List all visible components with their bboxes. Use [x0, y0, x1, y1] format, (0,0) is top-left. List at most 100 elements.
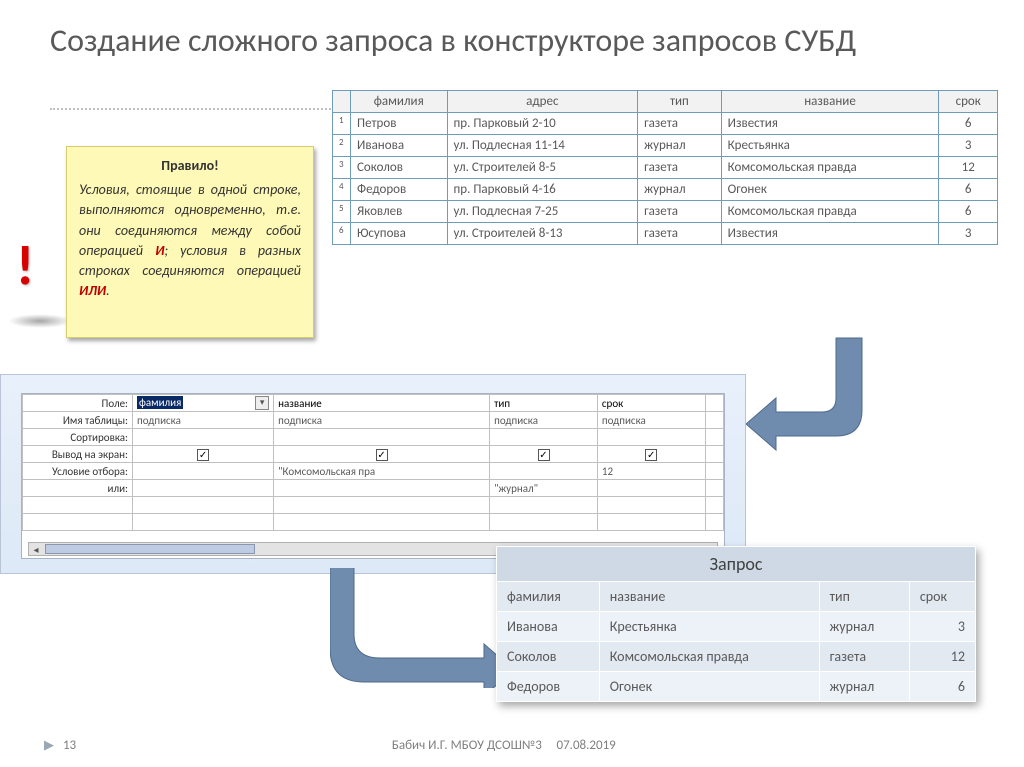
- row-number: 1: [333, 113, 351, 135]
- table-row: 4Федоровпр. Парковый 4-16журналОгонек6: [333, 179, 998, 201]
- col-head: фамилия: [351, 91, 448, 113]
- or-word: ИЛИ: [79, 282, 106, 299]
- cell: ул. Строителей 8-5: [447, 157, 638, 179]
- qb-or[interactable]: [274, 480, 490, 497]
- table-row: 3Соколовул. Строителей 8-5газетаКомсомол…: [333, 157, 998, 179]
- cell: ул. Строителей 8-13: [447, 223, 638, 245]
- qb-criteria[interactable]: [133, 463, 274, 480]
- qb-criteria[interactable]: [490, 463, 598, 480]
- checkbox-show[interactable]: [538, 449, 550, 461]
- cell: ул. Подлесная 11-14: [447, 135, 638, 157]
- and-word: И: [155, 242, 164, 259]
- qb-label-table: Имя таблицы:: [23, 412, 133, 429]
- checkbox-show[interactable]: [645, 449, 657, 461]
- cell: Известия: [721, 223, 939, 245]
- qb-field[interactable]: название: [274, 395, 490, 412]
- cell: журнал: [638, 135, 722, 157]
- arrow-icon: [746, 332, 876, 452]
- cell: 6: [939, 179, 998, 201]
- cell: пр. Парковый 4-16: [447, 179, 638, 201]
- query-builder-panel: Поле: фамилия ▾ название тип срок Имя таб…: [0, 374, 746, 574]
- table-row: ИвановаКрестьянкажурнал3: [497, 612, 976, 642]
- table-row: 1Петровпр. Парковый 2-10газетаИзвестия6: [333, 113, 998, 135]
- cell: Иванова: [497, 612, 600, 642]
- query-grid: Поле: фамилия ▾ название тип срок Имя таб…: [21, 393, 725, 559]
- qb-field: фамилия: [137, 396, 183, 409]
- table-row: ФедоровОгонекжурнал6: [497, 672, 976, 702]
- qb-label-field: Поле:: [23, 395, 133, 412]
- cell: Огонек: [599, 672, 819, 702]
- qb-label-sort: Сортировка:: [23, 429, 133, 446]
- arrow-icon: [330, 568, 500, 688]
- col-head: название: [599, 582, 819, 612]
- cell: Соколов: [351, 157, 448, 179]
- cell: журнал: [819, 612, 909, 642]
- shadow: [8, 314, 72, 328]
- cell: Комсомольская правда: [721, 157, 939, 179]
- row-number: 5: [333, 201, 351, 223]
- qb-tablename[interactable]: подписка: [597, 412, 705, 429]
- chevron-down-icon[interactable]: ▾: [255, 396, 269, 410]
- cell: ул. Подлесная 7-25: [447, 201, 638, 223]
- cell: Федоров: [497, 672, 600, 702]
- col-head: тип: [638, 91, 722, 113]
- qb-tablename[interactable]: подписка: [133, 412, 274, 429]
- row-number: 6: [333, 223, 351, 245]
- qb-empty: [705, 395, 723, 412]
- cell: 6: [939, 113, 998, 135]
- cell: Иванова: [351, 135, 448, 157]
- row-number: 2: [333, 135, 351, 157]
- qb-label-criteria: Условие отбора:: [23, 463, 133, 480]
- cell: Огонек: [721, 179, 939, 201]
- cell: Юсупова: [351, 223, 448, 245]
- qb-or[interactable]: "журнал": [490, 480, 598, 497]
- cell: Федоров: [351, 179, 448, 201]
- footer-author: Бабич И.Г. МБОУ ДСОШ№3: [392, 738, 542, 753]
- checkbox-show[interactable]: [197, 449, 209, 461]
- cell: газета: [638, 113, 722, 135]
- cell: Крестьянка: [599, 612, 819, 642]
- rule-note: Правило! Условия, стоящие в одной строке…: [66, 146, 314, 338]
- cell: Петров: [351, 113, 448, 135]
- cell: Комсомольская правда: [599, 642, 819, 672]
- qb-or[interactable]: [133, 480, 274, 497]
- cell: Яковлев: [351, 201, 448, 223]
- col-head: фамилия: [497, 582, 600, 612]
- cell: 6: [939, 201, 998, 223]
- qb-tablename[interactable]: подписка: [490, 412, 598, 429]
- qb-field-cell[interactable]: фамилия ▾: [133, 395, 274, 412]
- qb-or[interactable]: [597, 480, 705, 497]
- cell: 3: [939, 223, 998, 245]
- cell: газета: [638, 223, 722, 245]
- qb-criteria[interactable]: 12: [597, 463, 705, 480]
- cell: газета: [819, 642, 909, 672]
- row-number: 4: [333, 179, 351, 201]
- cell: 12: [939, 157, 998, 179]
- qb-tablename[interactable]: подписка: [274, 412, 490, 429]
- cell: пр. Парковый 2-10: [447, 113, 638, 135]
- col-head: срок: [939, 91, 998, 113]
- checkbox-show[interactable]: [376, 449, 388, 461]
- table-row: СоколовКомсомольская правдагазета12: [497, 642, 976, 672]
- cell: газета: [638, 201, 722, 223]
- cell: журнал: [638, 179, 722, 201]
- qb-field[interactable]: срок: [597, 395, 705, 412]
- result-table: Запрос фамилия название тип срок Иванова…: [496, 546, 976, 702]
- triangle-icon: ▶: [44, 738, 54, 753]
- cell: 6: [909, 672, 975, 702]
- col-head: адрес: [447, 91, 638, 113]
- table-row: 2Ивановаул. Подлесная 11-14журналКрестья…: [333, 135, 998, 157]
- cell: Крестьянка: [721, 135, 939, 157]
- table-row: 6Юсуповаул. Строителей 8-13газетаИзвести…: [333, 223, 998, 245]
- col-head: название: [721, 91, 939, 113]
- cell: 12: [909, 642, 975, 672]
- scroll-thumb[interactable]: [45, 544, 255, 554]
- table-header-row: фамилия название тип срок: [497, 582, 976, 612]
- scroll-left-icon[interactable]: ◂: [29, 543, 43, 555]
- qb-criteria[interactable]: "Комсомольская пра: [274, 463, 490, 480]
- cell: Известия: [721, 113, 939, 135]
- row-number: 3: [333, 157, 351, 179]
- qb-field[interactable]: тип: [490, 395, 598, 412]
- slide-footer: ▶ 13 Бабич И.Г. МБОУ ДСОШ№3 07.08.2019: [44, 738, 984, 753]
- page-title: Создание сложного запроса в конструкторе…: [50, 22, 950, 60]
